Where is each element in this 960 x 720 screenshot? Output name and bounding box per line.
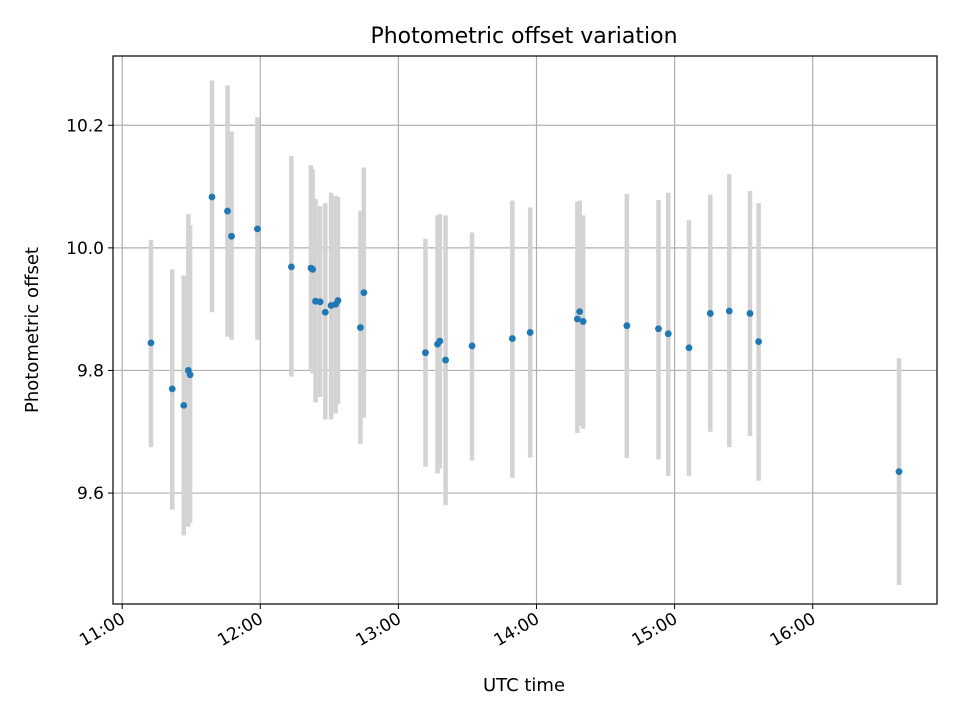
data-point — [357, 324, 364, 331]
data-point — [168, 385, 176, 393]
data-point — [422, 349, 429, 357]
data-point — [180, 401, 188, 409]
data-point — [254, 225, 261, 233]
x-tick-label: 14:00 — [491, 609, 543, 651]
data-point — [321, 308, 329, 316]
data-point — [316, 298, 324, 306]
data-point — [725, 307, 733, 315]
data-point — [655, 325, 662, 333]
y-tick-label: 9.8 — [77, 361, 104, 381]
data-point — [706, 310, 714, 317]
grid-lines — [113, 56, 937, 604]
x-tick-label: 11:00 — [76, 609, 128, 651]
data-point — [573, 315, 581, 323]
error-bars — [148, 80, 902, 585]
data-point — [468, 342, 476, 350]
data-point — [895, 468, 903, 475]
data-point — [208, 193, 216, 201]
x-tick-label: 16:00 — [767, 609, 819, 651]
data-point — [664, 330, 672, 338]
data-point — [224, 207, 231, 215]
x-tick-label: 13:00 — [352, 609, 404, 651]
x-axis-label: UTC time — [483, 675, 565, 696]
data-point — [508, 335, 516, 342]
y-axis-ticks: 9.6 9.8 10.0 10.2 — [66, 116, 113, 504]
data-points — [147, 193, 903, 475]
x-tick-label: 15:00 — [629, 609, 681, 651]
data-point — [436, 337, 444, 345]
data-point — [685, 344, 693, 352]
x-tick-label: 12:00 — [214, 609, 266, 651]
data-point — [755, 338, 763, 346]
y-axis-label: Photometric offset — [22, 247, 43, 413]
data-point — [147, 339, 155, 347]
y-tick-label: 9.6 — [77, 484, 104, 504]
y-tick-label: 10.2 — [66, 116, 104, 136]
data-point — [309, 265, 317, 273]
data-point — [360, 289, 368, 297]
chart-title: Photometric offset variation — [370, 24, 677, 49]
plot-frame — [112, 55, 938, 605]
data-point — [442, 356, 449, 364]
data-point — [186, 371, 194, 379]
data-point — [526, 329, 534, 336]
data-point — [746, 310, 754, 317]
data-point — [623, 322, 631, 330]
data-point — [579, 318, 587, 325]
data-point — [576, 308, 584, 316]
data-point — [228, 232, 235, 240]
data-point — [334, 297, 342, 304]
y-tick-label: 10.0 — [66, 239, 104, 259]
data-point — [287, 263, 295, 271]
x-axis-ticks: 11:00 12:00 13:00 14:00 15:00 16:00 — [76, 604, 819, 651]
